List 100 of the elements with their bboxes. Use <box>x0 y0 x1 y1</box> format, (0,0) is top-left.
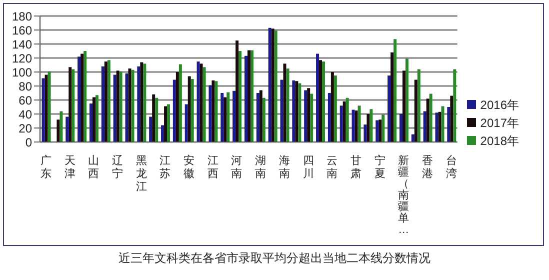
bar <box>274 30 278 142</box>
bar <box>429 94 432 142</box>
y-tick-label: 140 <box>12 37 32 52</box>
bar <box>116 70 120 142</box>
bar <box>316 54 320 142</box>
bar <box>322 62 326 142</box>
bar <box>295 81 298 142</box>
bar <box>137 66 140 142</box>
bar <box>414 80 418 142</box>
bar <box>330 72 334 142</box>
bar <box>328 93 331 142</box>
bar <box>238 51 242 142</box>
bar <box>298 83 302 142</box>
bar <box>390 52 394 142</box>
bar <box>250 50 254 142</box>
x-tick-label: 云南 <box>326 155 338 180</box>
bar <box>256 93 260 142</box>
bar <box>184 104 188 142</box>
x-tick-label: 黑龙江 <box>136 155 147 193</box>
bar <box>48 71 51 142</box>
bar <box>190 79 194 142</box>
bar <box>143 64 146 142</box>
y-tick-label: 160 <box>12 23 32 38</box>
bar <box>450 96 454 142</box>
y-tick-label: 100 <box>12 65 32 80</box>
bar <box>92 97 96 142</box>
bar <box>236 40 239 142</box>
bar <box>310 94 314 142</box>
bar <box>78 56 81 142</box>
bar <box>370 109 373 142</box>
bar <box>376 120 379 142</box>
bar <box>364 124 367 142</box>
x-tick-label: 江西 <box>207 155 218 180</box>
bar <box>417 69 420 142</box>
bar <box>72 69 75 142</box>
bar <box>342 101 346 142</box>
bar <box>346 98 349 142</box>
y-tick-label: 0 <box>25 135 32 150</box>
x-tick-label: 河南 <box>231 155 242 180</box>
bar <box>212 80 215 142</box>
bar <box>280 80 284 142</box>
x-tick-label: 海南 <box>278 155 290 180</box>
x-tick-label: 江苏 <box>160 155 171 180</box>
bar <box>172 80 176 142</box>
bar <box>152 94 156 142</box>
x-tick-label: 台湾 <box>446 154 457 180</box>
bar <box>340 106 343 142</box>
bar <box>438 112 442 142</box>
bar <box>131 70 134 142</box>
bar <box>125 73 128 142</box>
x-tick-label: 辽宁 <box>112 155 123 180</box>
y-tick-label: 20 <box>18 121 32 136</box>
bar <box>259 90 262 142</box>
bar <box>435 112 438 142</box>
bar <box>113 74 116 142</box>
x-tick-label: 安徽 <box>184 154 195 180</box>
bar <box>149 116 152 142</box>
bar <box>178 64 182 142</box>
bar <box>140 62 144 142</box>
bar <box>226 92 230 142</box>
x-tick-label: 宁夏 <box>374 154 386 180</box>
x-tick-label: 新疆（南疆单… <box>398 154 410 236</box>
y-tick-label: 40 <box>18 107 32 122</box>
bar <box>80 54 84 142</box>
bar <box>244 56 248 142</box>
bar <box>447 107 450 142</box>
bar <box>200 64 203 142</box>
x-tick-label: 广东 <box>40 154 52 180</box>
x-tick-label: 湖南 <box>255 155 266 180</box>
bar <box>119 71 122 142</box>
legend-label: 2016年 <box>480 98 519 112</box>
bar <box>382 114 385 142</box>
text: 近三年文科类在各省市录取平均分超出当地二本线分数情况 <box>118 250 432 267</box>
bar <box>453 69 456 142</box>
bar <box>411 134 414 142</box>
bar <box>247 50 250 142</box>
bar <box>60 111 63 142</box>
bar <box>426 98 430 142</box>
bar <box>262 98 266 142</box>
bar <box>354 110 358 142</box>
bar <box>423 111 426 142</box>
bar <box>56 120 60 142</box>
bar <box>161 125 164 142</box>
bar <box>366 114 370 142</box>
bar <box>188 76 191 142</box>
bar <box>214 81 218 142</box>
bar <box>399 114 402 142</box>
bar <box>405 58 408 142</box>
bar <box>89 104 92 142</box>
bar <box>202 67 206 142</box>
x-tick-label: 甘肃 <box>350 154 362 180</box>
x-tick-label: 山西 <box>88 154 100 180</box>
bar <box>319 60 322 142</box>
x-tick-label: 天津 <box>64 155 76 180</box>
y-tick-label: 80 <box>18 79 32 94</box>
bar <box>307 88 310 142</box>
bar <box>107 60 110 142</box>
bar <box>232 90 236 142</box>
bar <box>378 120 382 142</box>
bar <box>101 66 104 142</box>
